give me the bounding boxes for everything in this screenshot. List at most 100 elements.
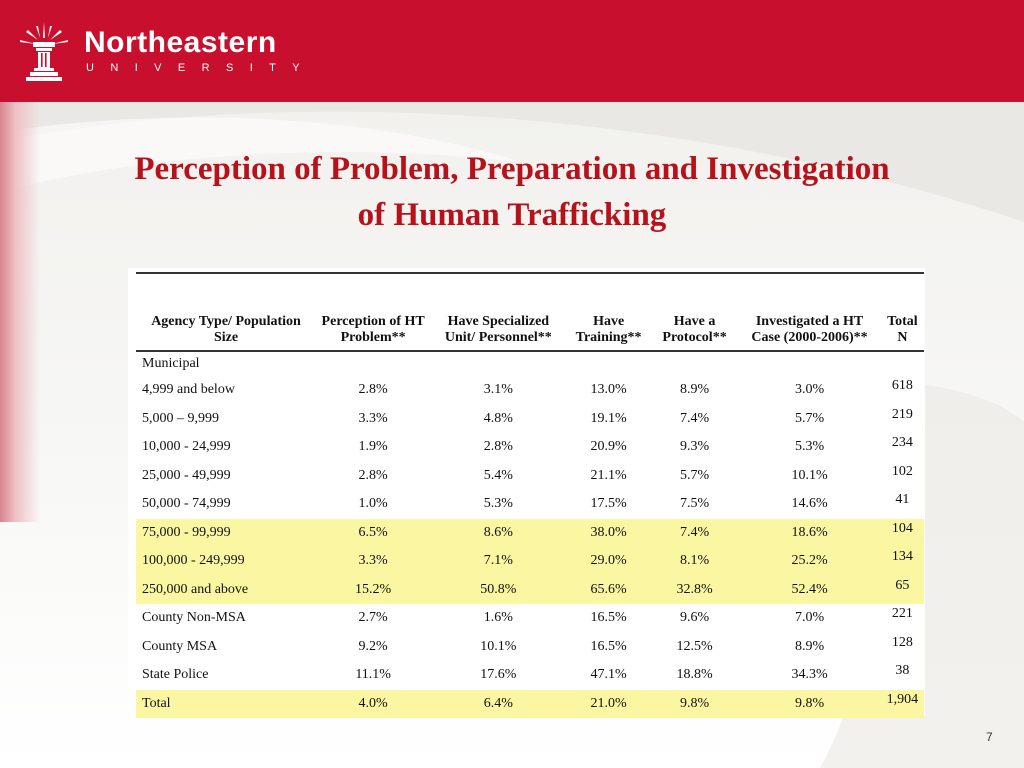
percent-cell: 38.0% bbox=[566, 518, 651, 547]
percent-cell: 5.3% bbox=[483, 496, 513, 512]
left-accent-fade bbox=[0, 102, 40, 522]
row-label: County Non-MSA bbox=[142, 610, 246, 626]
percent-cell: 17.6% bbox=[480, 667, 517, 683]
percent-cell: 3.1% bbox=[483, 382, 513, 398]
percent-cell: 8.6% bbox=[430, 518, 567, 547]
row-label: State Police bbox=[142, 667, 209, 683]
table-row: 10,000 - 24,999 1.9% 2.8% 20.9% 9.3% 5.3% 234 bbox=[136, 433, 924, 462]
slide-title: Perception of Problem, Preparation and I… bbox=[40, 146, 984, 238]
percent-cell: 3.0% bbox=[794, 382, 825, 398]
percent-cell: 9.6% bbox=[679, 610, 710, 626]
page-number: 7 bbox=[986, 730, 993, 744]
percent-cell: 7.5% bbox=[679, 496, 710, 512]
table-row: State Police 11.1% 17.6% 47.1% 18.8% 34.3% 38 bbox=[136, 661, 924, 690]
percent-cell: 1.6% bbox=[483, 610, 513, 626]
percent-cell: 50.8% bbox=[430, 575, 567, 604]
percent-cell: 19.1% bbox=[590, 410, 627, 426]
percent-cell: 6.5% bbox=[316, 518, 431, 547]
header-bar: Northeastern UNIVERSITY bbox=[0, 0, 1024, 102]
row-label: Total bbox=[136, 689, 316, 718]
data-table: Agency Type/ Population Size Perception … bbox=[136, 272, 924, 718]
total-n-cell: 41 bbox=[895, 492, 910, 507]
table-row: 5,000 – 9,999 3.3% 4.8% 19.1% 7.4% 5.7% 219 bbox=[136, 405, 924, 434]
header-specialized-unit: Have Specialized Unit/ Personnel** bbox=[430, 272, 567, 352]
percent-cell: 7.4% bbox=[650, 518, 739, 547]
row-label: County MSA bbox=[142, 638, 218, 654]
percent-cell: 65.6% bbox=[566, 575, 651, 604]
total-n-cell: 128 bbox=[891, 634, 913, 650]
percent-cell: 20.9% bbox=[590, 439, 627, 455]
percent-cell: 4.8% bbox=[483, 410, 513, 426]
percent-cell: 4.0% bbox=[316, 689, 431, 718]
logo-name: Northeastern bbox=[84, 26, 277, 59]
total-n-cell: 221 bbox=[891, 606, 913, 621]
header-investigated: Investigated a HT Case (2000-2006)** bbox=[738, 272, 881, 352]
percent-cell: 13.0% bbox=[590, 382, 627, 398]
percent-cell: 25.2% bbox=[738, 547, 881, 576]
table-row: 50,000 - 74,999 1.0% 5.3% 17.5% 7.5% 14.6% 41 bbox=[136, 490, 924, 519]
header-total-n: Total N bbox=[880, 272, 924, 352]
percent-cell: 7.1% bbox=[430, 547, 567, 576]
percent-cell: 10.1% bbox=[480, 638, 517, 654]
table-row: 100,000 - 249,999 3.3% 7.1% 29.0% 8.1% 25.2% 1… bbox=[136, 547, 924, 576]
percent-cell: 17.5% bbox=[590, 496, 627, 512]
total-n-cell: 1,904 bbox=[880, 689, 924, 718]
table-row: County Non-MSA 2.7% 1.6% 16.5% 9.6% 7.0% 221 bbox=[136, 604, 924, 633]
percent-cell: 5.3% bbox=[794, 439, 825, 455]
percent-cell: 7.4% bbox=[679, 410, 710, 426]
percent-cell: 12.5% bbox=[676, 638, 713, 654]
table-row: 250,000 and above 15.2% 50.8% 65.6% 32.8% 52.… bbox=[136, 575, 924, 604]
row-label: 250,000 and above bbox=[136, 575, 316, 604]
section-label: Municipal bbox=[142, 356, 200, 371]
total-n-cell: 104 bbox=[880, 518, 924, 547]
table-row: 75,000 - 99,999 6.5% 8.6% 38.0% 7.4% 18.6% 104 bbox=[136, 518, 924, 547]
percent-cell: 5.4% bbox=[483, 467, 513, 483]
percent-cell: 9.2% bbox=[358, 638, 388, 654]
header-protocol: Have a Protocol** bbox=[650, 272, 739, 352]
torch-icon bbox=[20, 22, 68, 81]
percent-cell: 18.8% bbox=[676, 667, 713, 683]
percent-cell: 34.3% bbox=[791, 667, 828, 683]
percent-cell: 9.8% bbox=[650, 689, 739, 718]
percent-cell: 14.6% bbox=[791, 496, 828, 512]
row-label: 50,000 - 74,999 bbox=[142, 496, 231, 512]
percent-cell: 1.0% bbox=[358, 496, 388, 512]
row-label: 10,000 - 24,999 bbox=[142, 439, 231, 455]
title-line-2: of Human Trafficking bbox=[357, 197, 667, 233]
data-table-panel: Agency Type/ Population Size Perception … bbox=[128, 268, 925, 718]
percent-cell: 9.3% bbox=[679, 439, 710, 455]
header-perception: Perception of HT Problem** bbox=[316, 272, 431, 352]
percent-cell: 2.8% bbox=[483, 439, 513, 455]
percent-cell: 21.1% bbox=[590, 467, 627, 483]
table-header-row: Agency Type/ Population Size Perception … bbox=[136, 272, 924, 352]
percent-cell: 29.0% bbox=[566, 547, 651, 576]
percent-cell: 15.2% bbox=[316, 575, 431, 604]
table-row: 4,999 and below 2.8% 3.1% 13.0% 8.9% 3.0% 618 bbox=[136, 376, 924, 405]
header-agency-type: Agency Type/ Population Size bbox=[136, 272, 316, 352]
percent-cell: 47.1% bbox=[590, 667, 627, 683]
table-row: Total 4.0% 6.4% 21.0% 9.8% 9.8% 1,904 bbox=[136, 689, 924, 718]
percent-cell: 32.8% bbox=[650, 575, 739, 604]
percent-cell: 6.4% bbox=[430, 689, 567, 718]
total-n-cell: 219 bbox=[891, 406, 913, 422]
total-n-cell: 102 bbox=[891, 463, 913, 479]
total-n-cell: 134 bbox=[880, 547, 924, 576]
percent-cell: 2.7% bbox=[358, 610, 388, 626]
percent-cell: 18.6% bbox=[738, 518, 881, 547]
percent-cell: 3.3% bbox=[316, 547, 431, 576]
percent-cell: 2.8% bbox=[358, 467, 388, 483]
percent-cell: 10.1% bbox=[791, 467, 828, 483]
logo-subtitle: UNIVERSITY bbox=[86, 62, 317, 74]
percent-cell: 11.1% bbox=[355, 667, 391, 683]
percent-cell: 5.7% bbox=[679, 467, 710, 483]
total-n-cell: 234 bbox=[891, 435, 913, 450]
row-label: 25,000 - 49,999 bbox=[142, 467, 231, 483]
row-label: 75,000 - 99,999 bbox=[136, 518, 316, 547]
row-label: 4,999 and below bbox=[142, 382, 235, 398]
percent-cell: 52.4% bbox=[738, 575, 881, 604]
percent-cell: 21.0% bbox=[566, 689, 651, 718]
percent-cell: 8.9% bbox=[794, 638, 825, 654]
table-row: County MSA 9.2% 10.1% 16.5% 12.5% 8.9% 128 bbox=[136, 633, 924, 662]
title-line-1: Perception of Problem, Preparation and I… bbox=[134, 151, 890, 187]
percent-cell: 16.5% bbox=[590, 610, 627, 626]
